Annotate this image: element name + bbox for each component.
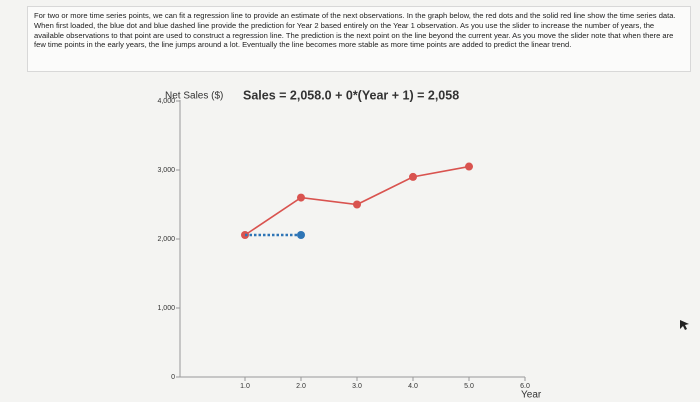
intro-text: For two or more time series points, we c… <box>27 6 691 72</box>
x-tick-label: 2.0 <box>296 383 306 390</box>
x-tick-label: 4.0 <box>408 383 418 390</box>
x-tick-label: 5.0 <box>464 383 474 390</box>
y-tick-label: 2,000 <box>157 236 175 243</box>
data-point <box>409 172 417 181</box>
x-axis-label: Year <box>521 390 542 401</box>
y-tick-label: 3,000 <box>157 167 175 174</box>
y-tick-label: 4,000 <box>157 98 175 105</box>
data-point <box>353 200 361 209</box>
y-tick-label: 1,000 <box>157 305 175 312</box>
x-tick-label: 1.0 <box>240 383 250 390</box>
y-axis-label: Net Sales ($) <box>165 91 223 102</box>
data-point <box>297 230 305 239</box>
x-tick-label: 6.0 <box>520 383 530 390</box>
y-tick-label: 0 <box>171 374 175 381</box>
x-tick-label: 3.0 <box>352 383 362 390</box>
cursor <box>680 320 689 330</box>
data-point <box>297 193 305 202</box>
equation: Sales = 2,058.0 + 0*(Year + 1) = 2,058 <box>243 88 459 102</box>
data-point <box>465 162 473 171</box>
